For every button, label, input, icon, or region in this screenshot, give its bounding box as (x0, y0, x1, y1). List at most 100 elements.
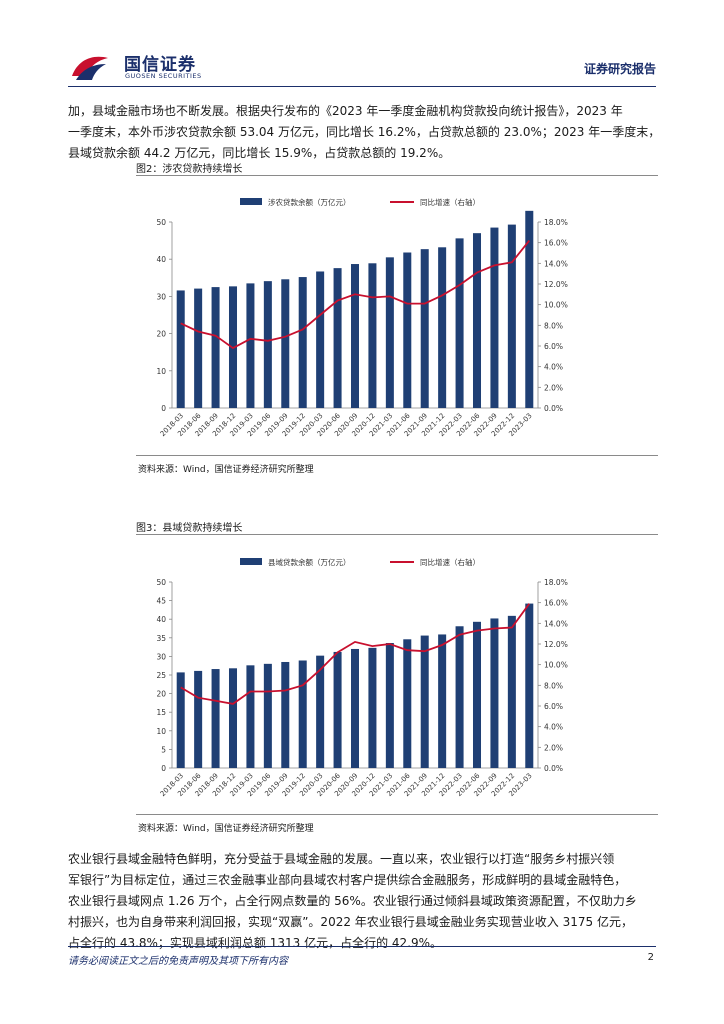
bar-mark (176, 672, 185, 768)
paragraph-line: 加，县域金融市场也不断发展。根据央行发布的《2023 年一季度金融机构贷款投向统… (68, 104, 623, 118)
y2-tick-label: 10.0% (544, 301, 568, 310)
bar-mark (385, 643, 394, 768)
bar-mark (507, 615, 516, 768)
y2-tick-label: 10.0% (544, 661, 568, 670)
y-tick-label: 30 (156, 652, 166, 661)
legend-label-bar: 涉农贷款余额（万亿元） (268, 197, 351, 207)
paragraph-line: 农业银行县域网点 1.26 万个，占全行网点数量的 56%。农业银行通过倾斜县域… (68, 894, 637, 908)
report-type-label: 证券研究报告 (583, 62, 656, 76)
bar-mark (438, 634, 447, 768)
y2-tick-label: 4.0% (544, 723, 563, 732)
paragraph-line: 一季度末，本外币涉农贷款余额 53.04 万亿元，同比增长 16.2%，占贷款总… (68, 125, 658, 139)
y-tick-label: 25 (156, 671, 166, 680)
y-tick-label: 0 (161, 764, 166, 773)
y-tick-label: 35 (156, 634, 166, 643)
bar-mark (211, 287, 220, 408)
y-tick-label: 10 (156, 727, 166, 736)
legend-label-bar: 县域贷款余额（万亿元） (268, 557, 351, 567)
bar-mark (246, 283, 255, 408)
bar-mark (298, 277, 307, 408)
bar-mark (403, 639, 412, 768)
paragraph-line: 占全行的 43.8%；实现县域利润总额 1313 亿元，占全行的 42.9%。 (68, 936, 443, 950)
y-tick-label: 30 (156, 292, 166, 301)
figure-3-chart: 县域贷款余额（万亿元） 同比增速（右轴） 0 5 10 15 20 25 30 35 40 45 50 0… (156, 557, 568, 798)
y-tick-label: 20 (156, 330, 166, 339)
y-tick-label: 10 (156, 367, 166, 376)
y2-tick-label: 2.0% (544, 743, 563, 752)
paragraph-line: 县域贷款余额 44.2 万亿元，同比增长 15.9%，占贷款总额的 19.2%。 (68, 146, 451, 160)
bar-mark (525, 603, 534, 768)
bar-mark (263, 663, 272, 768)
y-tick-label: 0 (161, 404, 166, 413)
bar-mark (420, 249, 429, 408)
figure-3-bottom-rule (136, 814, 658, 815)
bar-mark (194, 288, 203, 408)
y-tick-label: 5 (161, 745, 166, 754)
figure-2-bottom-rule (136, 455, 658, 456)
body-paragraph-2: 农业银行县域金融特色鲜明，充分受益于县域金融的发展。一直以来，农业银行以打造“服… (68, 849, 658, 954)
bar-mark (472, 233, 482, 408)
bar-mark (350, 264, 360, 408)
figure-2-source: 资料来源：Wind，国信证券经济研究所整理 (138, 465, 314, 475)
y-tick-label: 40 (156, 255, 166, 264)
paragraph-line: 农业银行县域金融特色鲜明，充分受益于县域金融的发展。一直以来，农业银行以打造“服… (68, 852, 615, 866)
y-tick-label: 20 (156, 690, 166, 699)
bar-mark (368, 647, 377, 768)
page-number: 2 (647, 952, 654, 963)
footer-disclaimer: 请务必阅读正文之后的免责声明及其项下所有内容 (68, 956, 288, 967)
bar-mark (403, 252, 412, 408)
y2-tick-label: 14.0% (544, 619, 568, 628)
bar-mark (281, 279, 290, 408)
bar-mark (176, 290, 185, 408)
bar-mark (455, 626, 464, 768)
bar-mark (490, 618, 499, 768)
figure-3-top-rule (136, 534, 658, 535)
figure-2-top-rule (136, 175, 658, 176)
growth-line (180, 240, 531, 350)
y2-tick-label: 12.0% (544, 280, 568, 289)
bar-mark (263, 281, 272, 408)
logo-text-cn: 国信证券 (124, 55, 196, 75)
bar-mark (525, 210, 534, 408)
bar-mark (507, 224, 516, 408)
footer-divider (68, 946, 656, 947)
bar-mark (333, 268, 342, 408)
bar-mark (490, 227, 499, 408)
growth-line (180, 603, 531, 705)
y-tick-label: 50 (156, 218, 166, 227)
bar-mark (281, 661, 290, 768)
bar-mark (350, 648, 360, 768)
y2-tick-label: 12.0% (544, 640, 568, 649)
logo-text-en: GUOSEN SECURITIES (125, 72, 202, 80)
bar-mark (316, 271, 325, 408)
legend-swatch-bar (240, 558, 262, 565)
paragraph-line: 军银行”为目标定位，通过三农金融事业部向县域农村客户提供综合金融服务，形成鲜明的… (68, 873, 627, 887)
y-tick-label: 45 (156, 597, 166, 606)
header-divider (68, 86, 656, 87)
y2-tick-label: 18.0% (544, 578, 568, 587)
guosen-logo-icon (72, 56, 108, 80)
y2-tick-label: 16.0% (544, 239, 568, 248)
y2-tick-label: 18.0% (544, 218, 568, 227)
figure-3-source: 资料来源：Wind，国信证券经济研究所整理 (138, 824, 314, 834)
y2-tick-label: 0.0% (544, 764, 563, 773)
body-paragraph-1: 加，县域金融市场也不断发展。根据央行发布的《2023 年一季度金融机构贷款投向统… (68, 101, 658, 164)
bar-mark (368, 263, 377, 408)
y-tick-label: 15 (156, 708, 166, 717)
bar-mark (333, 651, 342, 768)
y2-tick-label: 16.0% (544, 599, 568, 608)
bar-mark (298, 660, 307, 768)
y2-tick-label: 2.0% (544, 383, 563, 392)
y2-tick-label: 6.0% (544, 702, 563, 711)
y2-tick-label: 8.0% (544, 321, 563, 330)
y2-tick-label: 14.0% (544, 259, 568, 268)
bar-mark (385, 257, 394, 408)
y-tick-label: 40 (156, 615, 166, 624)
y2-tick-label: 6.0% (544, 342, 563, 351)
legend-label-line: 同比增速（右轴） (420, 557, 480, 567)
bar-mark (472, 621, 482, 768)
bar-mark (438, 247, 447, 408)
bar-mark (194, 670, 203, 768)
legend-label-line: 同比增速（右轴） (420, 197, 480, 207)
bar-mark (246, 665, 255, 768)
